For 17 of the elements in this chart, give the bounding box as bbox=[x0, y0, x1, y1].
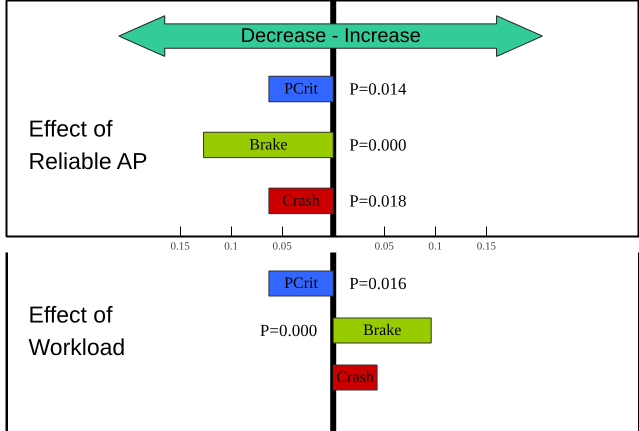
category-label: Crash bbox=[282, 192, 320, 210]
x-tick-label: 0.1 bbox=[428, 240, 442, 252]
annotation: P=0.014 bbox=[349, 80, 407, 98]
chart-subtitle: Decrease - Increase bbox=[240, 25, 421, 48]
annotation: P=0.018 bbox=[349, 191, 407, 210]
annotation: P=0.000 bbox=[349, 135, 407, 154]
x-tick-label: 0.05 bbox=[374, 240, 394, 252]
annotation: P=0.000 bbox=[260, 321, 318, 340]
category-label: Brake bbox=[249, 136, 288, 154]
category-label: PCrit bbox=[284, 80, 318, 98]
text: Effect of Workload bbox=[28, 301, 126, 360]
x-tick-label: 0.1 bbox=[224, 240, 238, 252]
text: Effect of Reliable AP bbox=[28, 116, 148, 174]
x-tick-label: 0.15 bbox=[170, 240, 190, 252]
x-tick-label: 0.05 bbox=[272, 240, 292, 252]
annotation: P=0.016 bbox=[349, 274, 407, 293]
x-tick-label: 0.15 bbox=[476, 240, 496, 252]
